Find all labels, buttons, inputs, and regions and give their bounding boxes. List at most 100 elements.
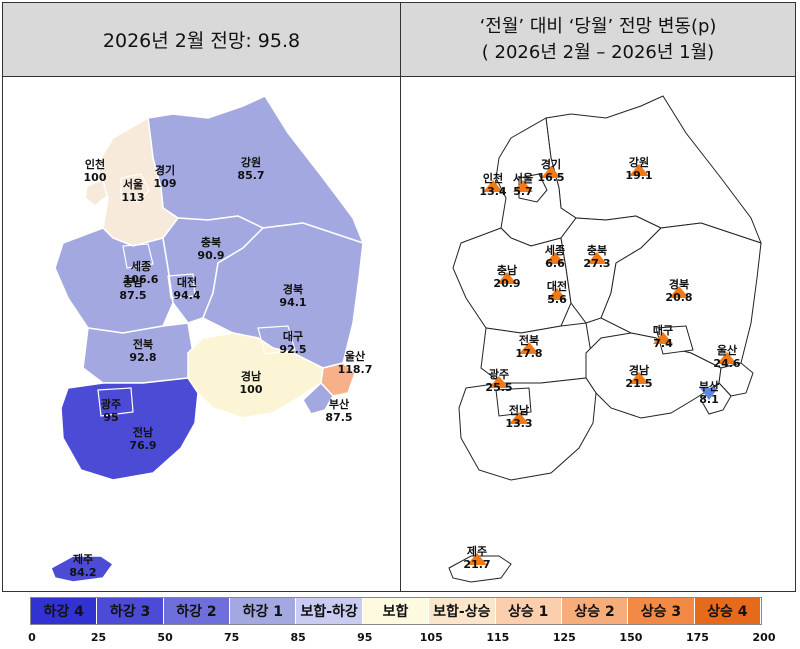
legend-cell: 상승 2 (561, 598, 629, 624)
legend-cell: 상승 1 (495, 598, 562, 624)
legend-cell: 보합 (362, 598, 430, 624)
change-label-value: 6.6 (545, 257, 565, 270)
outlook-map: 인천100서울113경기109강원85.7세종106.6충북90.9대전94.4… (50, 95, 373, 583)
legend-tick: 105 (419, 631, 443, 644)
change-label-name: 경기 (541, 157, 561, 171)
outlook-label-value: 100 (84, 171, 107, 184)
change-label-value: 16.5 (537, 171, 564, 184)
region-incheon (84, 179, 108, 207)
legend-cell: 보합-상승 (429, 598, 496, 624)
legend-bar: 하강 4 하강 3 하강 2 하강 1 보합-하강 보합 보합-상승 상승 1 상승 2 상승 3… (30, 597, 762, 625)
outlook-label-name: 제주 (73, 552, 93, 566)
change-arrow-icon (489, 376, 509, 388)
change-arrow-icon (545, 252, 565, 264)
change-label-name: 대전 (547, 279, 567, 293)
change-label-value: 21.5 (625, 377, 652, 390)
change-label-value: 13.4 (479, 185, 506, 198)
outlook-label-name: 충남 (123, 275, 143, 289)
outlook-label-name: 인천 (85, 157, 105, 171)
outlook-label-value: 87.5 (119, 289, 146, 302)
change-region-seoul (518, 173, 548, 203)
legend-cell: 상승 3 (628, 598, 695, 624)
outlook-label-value: 92.8 (129, 351, 156, 364)
change-region-gwangju (495, 387, 532, 417)
outlook-label-name: 부산 (329, 397, 349, 411)
region-busan (302, 381, 334, 415)
outlook-label-value: 100 (240, 383, 263, 396)
change-arrow-icon (497, 272, 517, 284)
legend-tick: 0 (28, 631, 36, 644)
legend-cell: 보합-하강 (296, 598, 363, 624)
right-panel-subtitle: ( 2026년 2월 – 2026년 1월) (481, 41, 715, 63)
change-label-value: 24.6 (713, 357, 740, 370)
change-label-name: 인천 (483, 171, 503, 185)
legend-tick: 175 (685, 631, 709, 644)
change-arrow-icon (467, 553, 487, 565)
legend-tick: 200 (752, 631, 776, 644)
outlook-label-value: 95 (103, 411, 118, 424)
outlook-label-value: 84.2 (69, 566, 96, 579)
change-arrow-icon (519, 342, 539, 354)
change-arrow-icon (587, 252, 607, 264)
change-label-name: 서울 (513, 171, 533, 185)
change-label-name: 대구 (653, 323, 673, 337)
change-region-busan (700, 382, 732, 415)
outlook-label-name: 강원 (241, 155, 261, 169)
change-region-jeonnam (458, 377, 597, 481)
legend-cell: 하강 3 (97, 598, 164, 624)
change-arrow-icon (700, 388, 718, 400)
change-label-value: 20.9 (493, 277, 520, 290)
outlook-label-value: 94.1 (279, 296, 306, 309)
change-region-daegu (655, 325, 694, 355)
change-label-name: 경남 (629, 363, 649, 377)
change-label-name: 전북 (519, 333, 539, 347)
change-arrow-icon (547, 288, 567, 300)
region-jeonnam (60, 377, 199, 481)
change-label-name: 부산 (699, 379, 719, 393)
change-arrow-icon (483, 180, 503, 192)
change-label-value: 19.1 (625, 169, 652, 182)
left-panel-header: 2026년 2월 전망: 95.8 (3, 3, 400, 77)
change-arrow-icon (629, 372, 649, 384)
change-label-name: 제주 (467, 544, 487, 558)
outlook-label-value: 94.4 (173, 289, 200, 302)
outlook-label-name: 충북 (201, 235, 221, 249)
right-panel-title: ‘전월’ 대비 ‘당월’ 전망 변동(p) (479, 15, 717, 37)
outlook-label-name: 대구 (283, 329, 303, 343)
change-label-name: 경북 (669, 277, 689, 291)
region-jeju (50, 555, 115, 583)
outlook-label-name: 대전 (177, 275, 197, 289)
change-arrow-icon (513, 180, 533, 192)
legend-cell: 상승 4 (694, 598, 761, 624)
outlook-label-value: 118.7 (338, 363, 373, 376)
change-label-value: 21.7 (463, 558, 490, 571)
change-arrow-icon (509, 412, 529, 424)
outlook-label-value: 113 (122, 191, 145, 204)
panel-divider (400, 2, 401, 592)
outlook-label-name: 서울 (123, 177, 143, 191)
change-label-name: 울산 (717, 343, 737, 357)
change-arrow-icon (717, 352, 737, 364)
legend-tick: 95 (357, 631, 373, 644)
change-label-value: 5.7 (513, 185, 533, 198)
right-panel-header: ‘전월’ 대비 ‘당월’ 전망 변동(p) ( 2026년 2월 – 2026년… (401, 3, 795, 77)
legend-cell: 하강 2 (163, 598, 231, 624)
legend-tick: 25 (90, 631, 107, 644)
legend-tick: 150 (619, 631, 643, 644)
outlook-label-name: 경기 (155, 163, 175, 177)
outlook-label-name: 울산 (345, 349, 365, 363)
outlook-label-name: 광주 (101, 398, 121, 411)
outlook-label-name: 경북 (283, 282, 303, 296)
left-panel-title: 2026년 2월 전망: 95.8 (102, 30, 301, 52)
change-arrow-icon (653, 332, 673, 344)
legend-tick: 75 (223, 631, 240, 644)
outlook-label-value: 106.6 (124, 273, 159, 286)
change-label-name: 충북 (587, 243, 607, 257)
outlook-label-value: 92.5 (279, 343, 306, 356)
legend-cell: 하강 1 (230, 598, 297, 624)
change-label-value: 25.5 (485, 381, 512, 394)
outlook-label-name: 세종 (131, 259, 151, 273)
change-label-name: 강원 (629, 155, 649, 169)
region-gwangju-outline (97, 387, 134, 417)
